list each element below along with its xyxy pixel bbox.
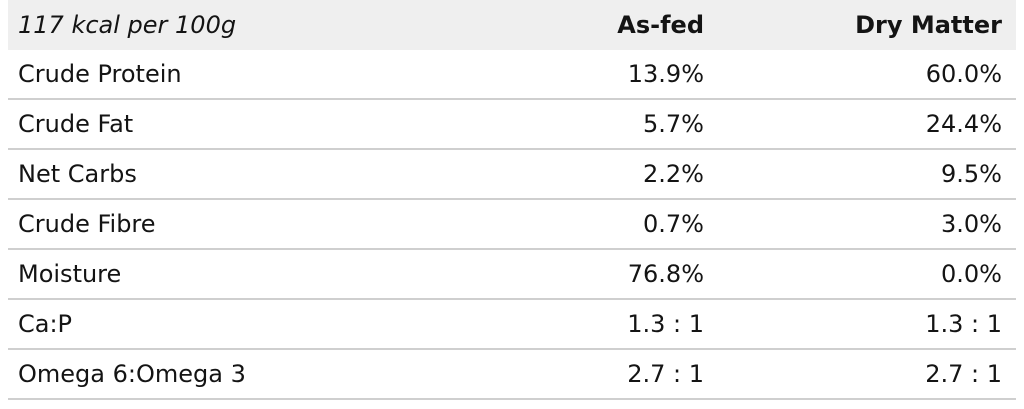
nutrient-name: Crude Fibre: [18, 210, 156, 238]
dry-matter-value: 9.5%: [941, 160, 1002, 188]
column-header-as-fed: As-fed: [617, 11, 704, 39]
as-fed-value: 1.3 : 1: [627, 310, 704, 338]
table-row: Ca:P 1.3 : 1 1.3 : 1: [8, 300, 1016, 350]
energy-per-100g: 117 kcal per 100g: [18, 11, 237, 39]
nutrient-name: Ca:P: [18, 310, 73, 338]
dry-matter-value: 2.7 : 1: [925, 360, 1002, 388]
dry-matter-value: 1.3 : 1: [925, 310, 1002, 338]
dry-matter-value: 60.0%: [925, 60, 1002, 88]
table-row: Net Carbs 2.2% 9.5%: [8, 150, 1016, 200]
dry-matter-value: 3.0%: [941, 210, 1002, 238]
column-header-dry-matter: Dry Matter: [855, 11, 1002, 39]
table-row: Omega 6:Omega 3 2.7 : 1 2.7 : 1: [8, 350, 1016, 400]
table-row: Moisture 76.8% 0.0%: [8, 250, 1016, 300]
dry-matter-value: 0.0%: [941, 260, 1002, 288]
nutrient-name: Crude Fat: [18, 110, 134, 138]
nutrient-name: Moisture: [18, 260, 122, 288]
nutrient-name: Crude Protein: [18, 60, 182, 88]
as-fed-value: 76.8%: [627, 260, 704, 288]
as-fed-value: 2.7 : 1: [627, 360, 704, 388]
as-fed-value: 2.2%: [643, 160, 704, 188]
nutrition-table: 117 kcal per 100g As-fed Dry Matter Crud…: [8, 0, 1016, 400]
as-fed-value: 0.7%: [643, 210, 704, 238]
nutrient-name: Omega 6:Omega 3: [18, 360, 246, 388]
table-row: Crude Fat 5.7% 24.4%: [8, 100, 1016, 150]
table-row: Crude Protein 13.9% 60.0%: [8, 50, 1016, 100]
dry-matter-value: 24.4%: [925, 110, 1002, 138]
as-fed-value: 5.7%: [643, 110, 704, 138]
table-row: Crude Fibre 0.7% 3.0%: [8, 200, 1016, 250]
table-header-row: 117 kcal per 100g As-fed Dry Matter: [8, 0, 1016, 50]
nutrient-name: Net Carbs: [18, 160, 137, 188]
as-fed-value: 13.9%: [627, 60, 704, 88]
